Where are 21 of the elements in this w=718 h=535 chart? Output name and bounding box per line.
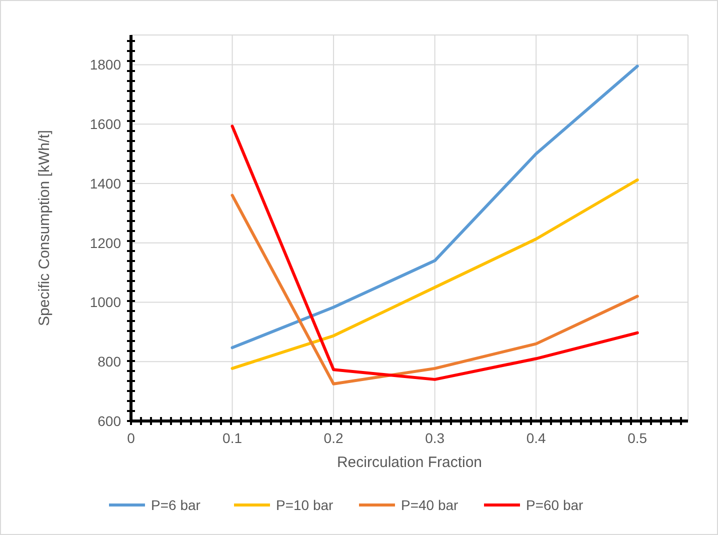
x-tick-label: 0.2 [324, 430, 344, 446]
line-series [230, 124, 639, 381]
legend-label: P=10 bar [276, 497, 334, 513]
x-tick-label: 0.4 [526, 430, 546, 446]
y-tick-label: 1000 [90, 294, 122, 310]
y-tick-label: 1400 [90, 175, 122, 192]
x-tick-label: 0.5 [628, 430, 648, 446]
y-tick-label: 600 [98, 413, 122, 429]
y-tick-label: 1600 [90, 116, 122, 132]
x-tick-label: 0.3 [425, 430, 445, 446]
y-tick-label: 1800 [90, 56, 122, 73]
x-tick-label: 0.1 [222, 430, 242, 446]
legend-label: P=60 bar [526, 497, 584, 513]
y-tick-label: 1200 [90, 234, 122, 251]
y-tick-label: 800 [98, 354, 122, 370]
y-axis-title: Specific Consumption [kWh/t] [36, 130, 53, 326]
x-axis-title: Recirculation Fraction [336, 454, 482, 471]
line-series [230, 64, 639, 350]
legend-label: P=40 bar [401, 497, 459, 513]
legend-label: P=6 bar [151, 497, 201, 513]
x-tick-label: 0 [127, 430, 136, 446]
